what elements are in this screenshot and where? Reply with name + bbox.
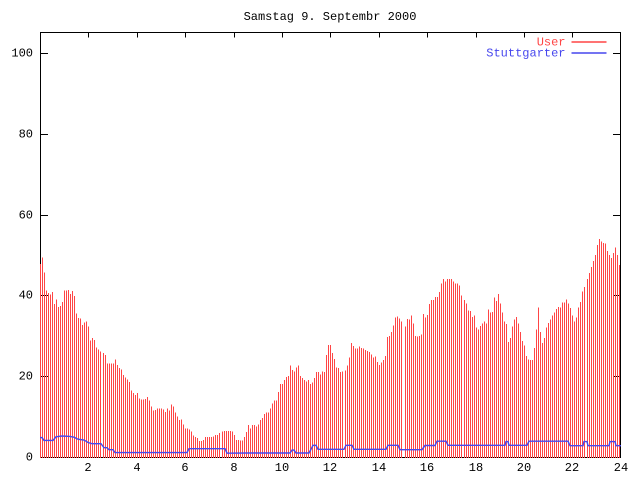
svg-text:24: 24 [614, 461, 628, 475]
svg-text:60: 60 [19, 209, 33, 223]
svg-text:8: 8 [230, 461, 237, 475]
svg-text:4: 4 [133, 461, 140, 475]
svg-text:40: 40 [19, 289, 33, 303]
svg-text:14: 14 [372, 461, 386, 475]
svg-text:10: 10 [275, 461, 289, 475]
svg-text:20: 20 [517, 461, 531, 475]
svg-text:0: 0 [26, 451, 33, 465]
svg-text:80: 80 [19, 128, 33, 142]
svg-text:22: 22 [565, 461, 579, 475]
svg-text:100: 100 [11, 47, 33, 61]
svg-text:16: 16 [420, 461, 434, 475]
svg-text:12: 12 [323, 461, 337, 475]
svg-text:2: 2 [84, 461, 91, 475]
svg-text:6: 6 [181, 461, 188, 475]
svg-text:18: 18 [469, 461, 483, 475]
svg-text:User: User [537, 36, 566, 50]
svg-text:Samstag 9. Septembr 2000: Samstag 9. Septembr 2000 [244, 10, 417, 24]
svg-text:Stuttgarter: Stuttgarter [486, 47, 565, 61]
svg-text:20: 20 [19, 370, 33, 384]
